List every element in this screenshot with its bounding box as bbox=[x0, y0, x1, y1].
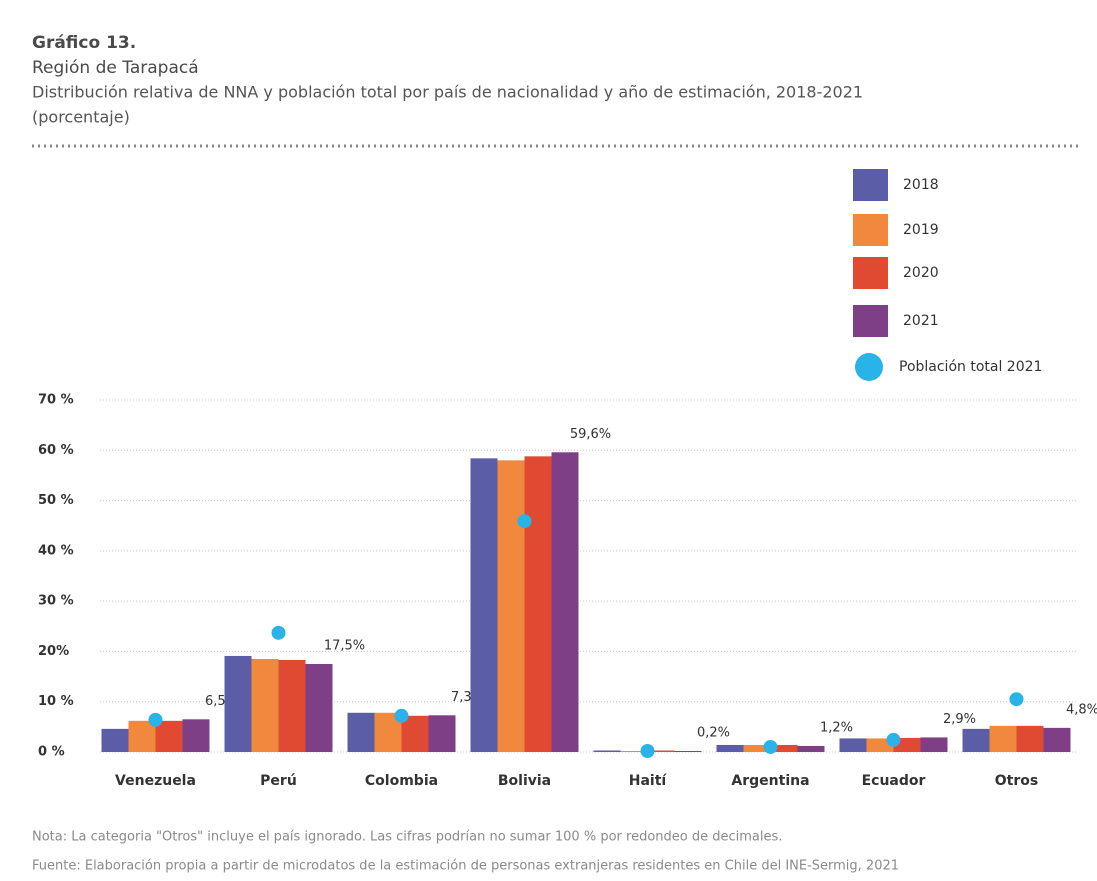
bar bbox=[347, 712, 375, 752]
bar bbox=[839, 738, 867, 752]
bar bbox=[251, 658, 279, 752]
x-tick-label: Haití bbox=[629, 773, 668, 789]
population-dot bbox=[640, 743, 655, 758]
y-tick-label: 60 % bbox=[38, 443, 74, 458]
value-label: 0,2% bbox=[697, 725, 730, 740]
value-label: 59,6% bbox=[570, 427, 611, 442]
y-tick-label: 40 % bbox=[38, 543, 74, 558]
x-tick-label: Colombia bbox=[365, 773, 438, 789]
y-tick-label: 30 % bbox=[38, 594, 74, 609]
bar bbox=[743, 744, 771, 752]
bar bbox=[866, 738, 894, 752]
value-label: 2,9% bbox=[943, 712, 976, 727]
population-dot bbox=[886, 732, 901, 747]
legend-swatch bbox=[853, 214, 888, 246]
bar bbox=[224, 655, 252, 752]
bar bbox=[305, 664, 333, 752]
bar bbox=[593, 750, 621, 752]
legend-swatch bbox=[853, 305, 888, 337]
value-label: 17,5% bbox=[324, 639, 365, 654]
bar bbox=[470, 458, 498, 752]
legend-label: 2018 bbox=[903, 177, 939, 193]
unit-note: (porcentaje) bbox=[32, 108, 130, 127]
population-dot bbox=[271, 625, 286, 640]
bar bbox=[920, 737, 948, 752]
bar bbox=[524, 456, 552, 752]
x-tick-label: Venezuela bbox=[115, 773, 196, 789]
bar bbox=[1043, 727, 1071, 752]
bar bbox=[716, 744, 744, 752]
population-dot bbox=[1009, 692, 1024, 707]
bar bbox=[128, 720, 156, 752]
y-tick-label: 50 % bbox=[38, 493, 74, 508]
y-tick-label: 10 % bbox=[38, 694, 74, 709]
bar bbox=[428, 715, 456, 752]
value-label: 4,8% bbox=[1066, 702, 1097, 717]
subtitle: Distribución relativa de NNA y población… bbox=[32, 83, 863, 102]
value-label: 1,2% bbox=[820, 720, 853, 735]
legend-marker bbox=[855, 353, 883, 381]
region: Región de Tarapacá bbox=[32, 58, 199, 78]
bar bbox=[401, 715, 429, 752]
x-tick-label: Perú bbox=[260, 773, 297, 789]
x-tick-label: Otros bbox=[995, 773, 1038, 789]
bar bbox=[770, 744, 798, 752]
population-dot bbox=[394, 708, 409, 723]
bar bbox=[797, 745, 825, 752]
legend-swatch bbox=[853, 257, 888, 289]
y-tick-label: 20% bbox=[38, 644, 69, 659]
y-tick-label: 0 % bbox=[38, 745, 65, 760]
source: Fuente: Elaboración propia a partir de m… bbox=[32, 859, 899, 874]
x-tick-label: Argentina bbox=[731, 773, 809, 789]
bar bbox=[155, 720, 183, 752]
bar bbox=[620, 750, 648, 752]
legend-label: 2020 bbox=[903, 265, 939, 281]
x-tick-label: Bolivia bbox=[498, 773, 551, 789]
bar bbox=[182, 719, 210, 752]
bar bbox=[497, 460, 525, 752]
bar bbox=[101, 728, 129, 752]
chart-title: Gráfico 13. bbox=[32, 33, 136, 53]
note: Nota: La categoria "Otros" incluye el pa… bbox=[32, 830, 782, 845]
legend-label: 2019 bbox=[903, 222, 939, 238]
legend-label: 2021 bbox=[903, 313, 939, 329]
x-tick-label: Ecuador bbox=[862, 773, 926, 789]
bar bbox=[278, 659, 306, 752]
population-dot bbox=[763, 739, 778, 754]
bar bbox=[647, 750, 675, 752]
legend-label: Población total 2021 bbox=[899, 359, 1042, 375]
population-dot bbox=[517, 514, 532, 529]
legend-swatch bbox=[853, 169, 888, 201]
bar bbox=[989, 725, 1017, 752]
bar bbox=[551, 452, 579, 752]
y-tick-label: 70 % bbox=[38, 393, 74, 408]
bar bbox=[674, 750, 702, 752]
bar bbox=[962, 728, 990, 752]
population-dot bbox=[148, 712, 163, 727]
bar bbox=[1016, 725, 1044, 752]
